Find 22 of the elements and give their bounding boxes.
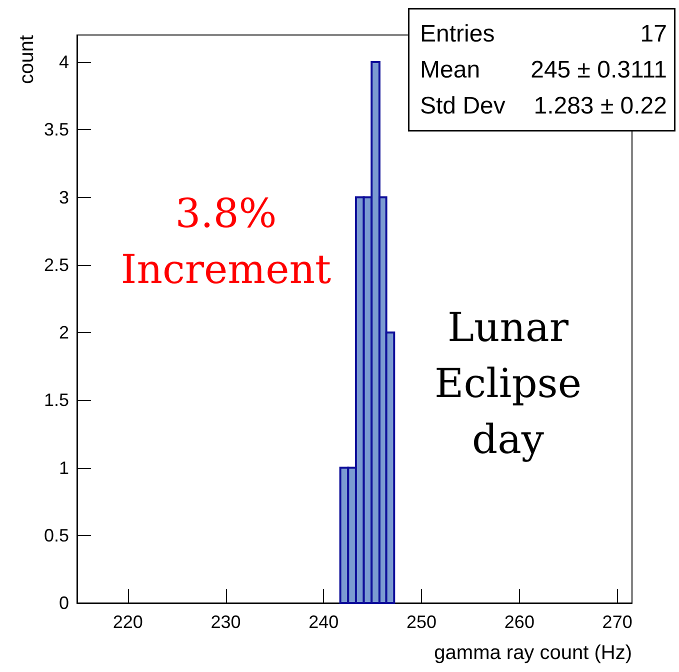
y-axis-title: count <box>16 34 38 84</box>
x-tick-label: 230 <box>210 612 241 632</box>
annotation: Std Dev 1.283 ± 0.22 <box>420 92 667 120</box>
x-tick-label: 260 <box>504 612 534 632</box>
text: Mean 245 ± 0.3111 <box>420 56 667 84</box>
y-tick-label: 1.5 <box>44 390 69 410</box>
y-tick-label: 4 <box>58 52 69 72</box>
annotation: Lunar Eclipse day <box>434 305 582 463</box>
y-tick-label: 3 <box>58 187 69 208</box>
y-tick-label: 2.5 <box>44 254 69 275</box>
y-tick-label: 3.5 <box>44 120 69 140</box>
text: Entries 17 <box>420 20 667 48</box>
x-tick-label: 270 <box>602 612 632 632</box>
x-tick-label: 220 <box>112 612 143 632</box>
y-tick-label: 1 <box>58 458 69 478</box>
y-tick-label: 0.5 <box>44 525 69 546</box>
x-tick-label: 240 <box>308 612 339 632</box>
x-axis-title: gamma ray count (Hz) <box>434 642 632 664</box>
y-tick-label: 2 <box>58 322 69 343</box>
y-tick-label: 0 <box>58 593 69 613</box>
annotation: 3.8% Increment <box>120 191 332 293</box>
x-tick-label: 250 <box>406 612 437 632</box>
